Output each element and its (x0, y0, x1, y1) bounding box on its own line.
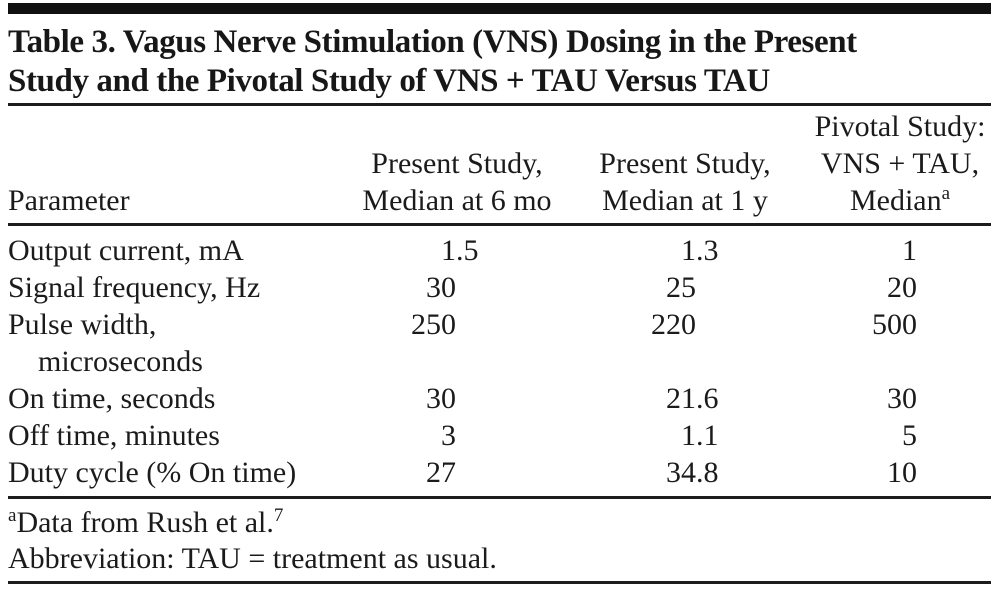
numeric-value: 20 (887, 271, 917, 304)
numeric-value: 21.6 (666, 382, 719, 415)
table-row: Duty cycle (% On time) 27 34.8 10 (8, 454, 991, 499)
table-row: Signal frequency, Hz 30 25 20 (8, 269, 991, 306)
numeric-value: 3 (441, 419, 456, 452)
table-body: Output current, mA 1.5 1.3 1 Signal frequenc… (8, 225, 991, 499)
value-cell-v1y: 220 (588, 306, 782, 380)
table-row: Output current, mA 1.5 1.3 1 (8, 225, 991, 270)
footnote-a-marker: a (8, 505, 17, 526)
paper-table-figure: Table 3. Vagus Nerve Stimulation (VNS) D… (0, 3, 999, 591)
value-cell-v1y: 1.3 (588, 225, 782, 270)
parameter-cell: Output current, mA (8, 234, 244, 267)
footnote-reference-7: 7 (273, 505, 284, 526)
numeric-value: 30 (887, 382, 917, 415)
numeric-value: 10 (887, 456, 917, 489)
footnote-abbreviation: Abbreviation: TAU = treatment as usual. (8, 542, 497, 575)
table-title-line2: Study and the Pivotal Study of VNS + TAU… (8, 63, 770, 99)
parameter-cell: Signal frequency, Hz (8, 271, 261, 304)
numeric-value: 1.5 (441, 234, 479, 267)
header-pivotal: Pivotal Study: VNS + TAU, Mediana (782, 108, 991, 226)
parameter-wrap-line: microseconds (38, 345, 203, 378)
title-divider (8, 103, 991, 106)
parameter-cell: Off time, minutes (8, 419, 220, 452)
value-cell-pivotal: 500 (782, 306, 991, 380)
value-cell-v6mo: 30 (326, 269, 588, 306)
numeric-value: 250 (411, 308, 456, 341)
numeric-value: 500 (872, 308, 917, 341)
parameter-cell: Duty cycle (% On time) (8, 454, 326, 499)
table-row: On time, seconds 30 21.6 30 (8, 380, 991, 417)
header-present-1y: Present Study, Median at 1 y (588, 108, 782, 226)
value-cell-v6mo: 27 (326, 454, 588, 499)
bottom-divider (8, 581, 991, 584)
footnote-a: aData from Rush et al.7 (8, 505, 991, 541)
value-cell-v6mo: 30 (326, 380, 588, 417)
value-cell-pivotal: 5 (782, 417, 991, 454)
table-header: Parameter Present Study, Median at 6 mo … (8, 108, 991, 226)
value-cell-v1y: 34.8 (588, 454, 782, 499)
parameter-cell: Pulse width, microseconds (8, 308, 203, 378)
numeric-value: 30 (426, 271, 456, 304)
parameter-cell: On time, seconds (8, 382, 216, 415)
numeric-value: 1.3 (681, 234, 719, 267)
numeric-value: 1 (902, 234, 917, 267)
value-cell-pivotal: 20 (782, 269, 991, 306)
numeric-value: 1.1 (681, 419, 719, 452)
footnote-a-text: Data from Rush et al. (16, 506, 274, 539)
value-cell-v6mo: 3 (326, 417, 588, 454)
header-parameter: Parameter (8, 108, 326, 226)
table-row: Off time, minutes 3 1.1 5 (8, 417, 991, 454)
value-cell-v1y: 1.1 (588, 417, 782, 454)
value-cell-v6mo: 250 (326, 306, 588, 380)
numeric-value: 25 (666, 271, 696, 304)
value-cell-v1y: 25 (588, 269, 782, 306)
table-row: Pulse width, microseconds 250 220 500 (8, 306, 991, 380)
value-cell-pivotal: 10 (782, 454, 991, 499)
header-row: Parameter Present Study, Median at 6 mo … (8, 108, 991, 226)
value-cell-v1y: 21.6 (588, 380, 782, 417)
median-superscript-a: a (941, 183, 951, 204)
table-title: Table 3. Vagus Nerve Stimulation (VNS) D… (8, 23, 991, 101)
numeric-value: 30 (426, 382, 456, 415)
numeric-value: 5 (902, 419, 917, 452)
top-bar (8, 3, 991, 14)
table-title-line1: Table 3. Vagus Nerve Stimulation (VNS) D… (8, 24, 857, 60)
value-cell-pivotal: 1 (782, 225, 991, 270)
footnotes: aData from Rush et al.7 Abbreviation: TA… (8, 505, 991, 577)
header-present-6mo: Present Study, Median at 6 mo (326, 108, 588, 226)
value-cell-v6mo: 1.5 (326, 225, 588, 270)
numeric-value: 27 (426, 456, 456, 489)
numeric-value: 220 (651, 308, 696, 341)
numeric-value: 34.8 (666, 456, 719, 489)
value-cell-pivotal: 30 (782, 380, 991, 417)
dosing-table: Parameter Present Study, Median at 6 mo … (8, 108, 991, 499)
